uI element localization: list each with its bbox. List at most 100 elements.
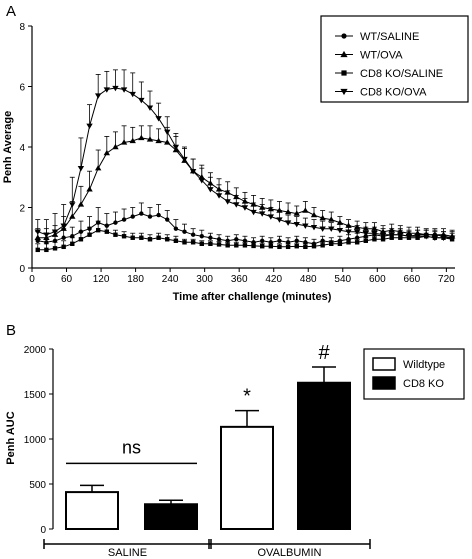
panel-a-data-point <box>371 231 378 237</box>
panel-a-data-point <box>285 240 291 245</box>
panel-a-data-point <box>233 193 240 200</box>
panel-b-legend-label: CD8 KO <box>403 378 444 390</box>
panel-a-data-point <box>52 246 58 251</box>
panel-a-data-point <box>95 220 101 225</box>
panel-a-x-tick-label: 660 <box>403 274 420 285</box>
panel-a-data-point <box>44 240 49 245</box>
panel-a-data-point <box>139 235 144 240</box>
panel-b-y-tick-label: 2000 <box>24 345 47 356</box>
panel-b-y-tick-label: 1500 <box>24 390 47 401</box>
panel-a-data-point <box>414 234 421 240</box>
panel-a-data-point <box>320 238 325 243</box>
panel-a-data-point <box>302 207 309 213</box>
panel-a-data-point <box>310 211 318 218</box>
panel-a-data-point <box>329 241 334 246</box>
panel-a-data-point <box>259 211 266 217</box>
panel-a-data-point <box>397 232 404 238</box>
panel-a-data-point <box>215 186 223 192</box>
panel-a-ticks: 0 60 120 180 240 300 360 420 480 540 600 660 720 0 2 4 6… <box>19 22 455 285</box>
panel-b-legend: Wildtype CD8 KO <box>363 348 465 400</box>
panel-a-data-point <box>251 243 256 249</box>
panel-a-data-point <box>78 229 84 234</box>
panel-b-y-tick-label: 0 <box>40 525 46 536</box>
panel-a-data-point <box>87 226 92 231</box>
panel-a-data-point <box>207 180 214 186</box>
panel-a-data-point <box>284 220 292 226</box>
panel-a-data-point <box>61 235 66 240</box>
panel-a-legend-label: CD8 KO/OVA <box>360 87 427 99</box>
panel-b-category-axis: SALINE OVALBUMIN <box>43 539 371 559</box>
panel-a-data-point <box>241 198 249 204</box>
panel-b-label: B <box>6 322 16 339</box>
panel-a-data-point <box>77 165 85 172</box>
panel-a-legend-label: WT/OVA <box>360 50 403 62</box>
panel-a-data-point <box>199 241 204 246</box>
panel-a-x-tick-label: 600 <box>369 274 386 285</box>
panel-a-data-point <box>86 123 93 130</box>
panel-b-bar <box>297 381 351 530</box>
panel-a-data-point <box>51 229 59 235</box>
panel-a-data-point <box>215 193 223 199</box>
panel-a-data-point <box>182 240 187 245</box>
panel-a-data-point <box>293 221 300 228</box>
panel-a-data-point <box>354 240 360 245</box>
panel-a-data-point <box>208 235 213 240</box>
panel-a-legend-marker <box>340 50 348 58</box>
panel-a-data-point <box>173 226 179 231</box>
panel-a-data-point <box>225 243 230 248</box>
panel-a-data-point <box>164 139 171 145</box>
panel-a-data-point <box>303 240 308 245</box>
panel-a-data-point <box>285 244 291 250</box>
panel-a-data-point <box>52 238 58 243</box>
panel-a-legend-marker <box>341 70 347 76</box>
panel-a-legend-marker <box>340 88 348 96</box>
panel-b-annotations: ns * # <box>66 342 330 465</box>
panel-a-x-tick-label: 120 <box>93 274 110 285</box>
panel-a-data-point <box>267 214 275 220</box>
panel-a-data-point <box>121 217 127 222</box>
panel-a-data-point <box>121 234 127 239</box>
panel-a-data-point <box>216 237 222 242</box>
panel-a-data-point <box>173 238 179 243</box>
panel-a-legend-label: CD8 KO/SALINE <box>360 68 443 80</box>
panel-a-data-point <box>69 202 76 208</box>
panel-a-data-point <box>303 244 308 250</box>
panel-a-data-point <box>138 134 145 141</box>
panel-a-x-tick-label: 720 <box>438 274 455 285</box>
panel-a-data-point <box>362 225 369 231</box>
panel-a-data-point <box>294 238 299 243</box>
panel-a-data-point <box>61 244 66 250</box>
panel-a-data-point <box>311 244 317 249</box>
panel-a-data-point <box>113 232 118 237</box>
panel-a-data-point <box>156 212 161 218</box>
panel-a-data-point <box>112 85 119 92</box>
panel-a-data-point <box>242 243 248 248</box>
panel-a-data-point <box>224 199 231 205</box>
panel-a-legend: WT/SALINE WT/OVA CD8 KO/SALINE CD8 KO/OVA <box>320 15 469 103</box>
panel-a-data-point <box>208 241 213 246</box>
panel-b-ns-annotation: ns <box>122 437 141 457</box>
panel-a-data-point <box>146 105 154 111</box>
panel-a-data-point <box>388 232 395 238</box>
panel-a-data-point <box>284 208 292 215</box>
panel-b-bar <box>144 503 198 530</box>
panel-a-data-point <box>216 242 222 247</box>
panel-a-data-point <box>234 243 239 248</box>
panel-a-data-point <box>103 87 111 93</box>
panel-a-data-point <box>130 214 135 219</box>
panel-a-data-point <box>251 240 256 245</box>
panel-a-data-point <box>35 247 40 253</box>
panel-a-data-point <box>336 219 344 225</box>
panel-b-legend-swatch <box>372 357 396 371</box>
panel-a-data-point <box>345 229 352 235</box>
panel-a-data-point <box>78 237 84 242</box>
panel-a-points <box>34 85 456 253</box>
panel-a-data-point <box>268 240 274 245</box>
panel-a-data-point <box>362 231 369 237</box>
panel-b-legend-label: Wildtype <box>403 359 445 371</box>
panel-a-data-point <box>129 91 136 98</box>
panel-a-data-point <box>130 235 135 240</box>
panel-a-data-point <box>405 234 413 240</box>
panel-a-data-point <box>86 186 93 192</box>
